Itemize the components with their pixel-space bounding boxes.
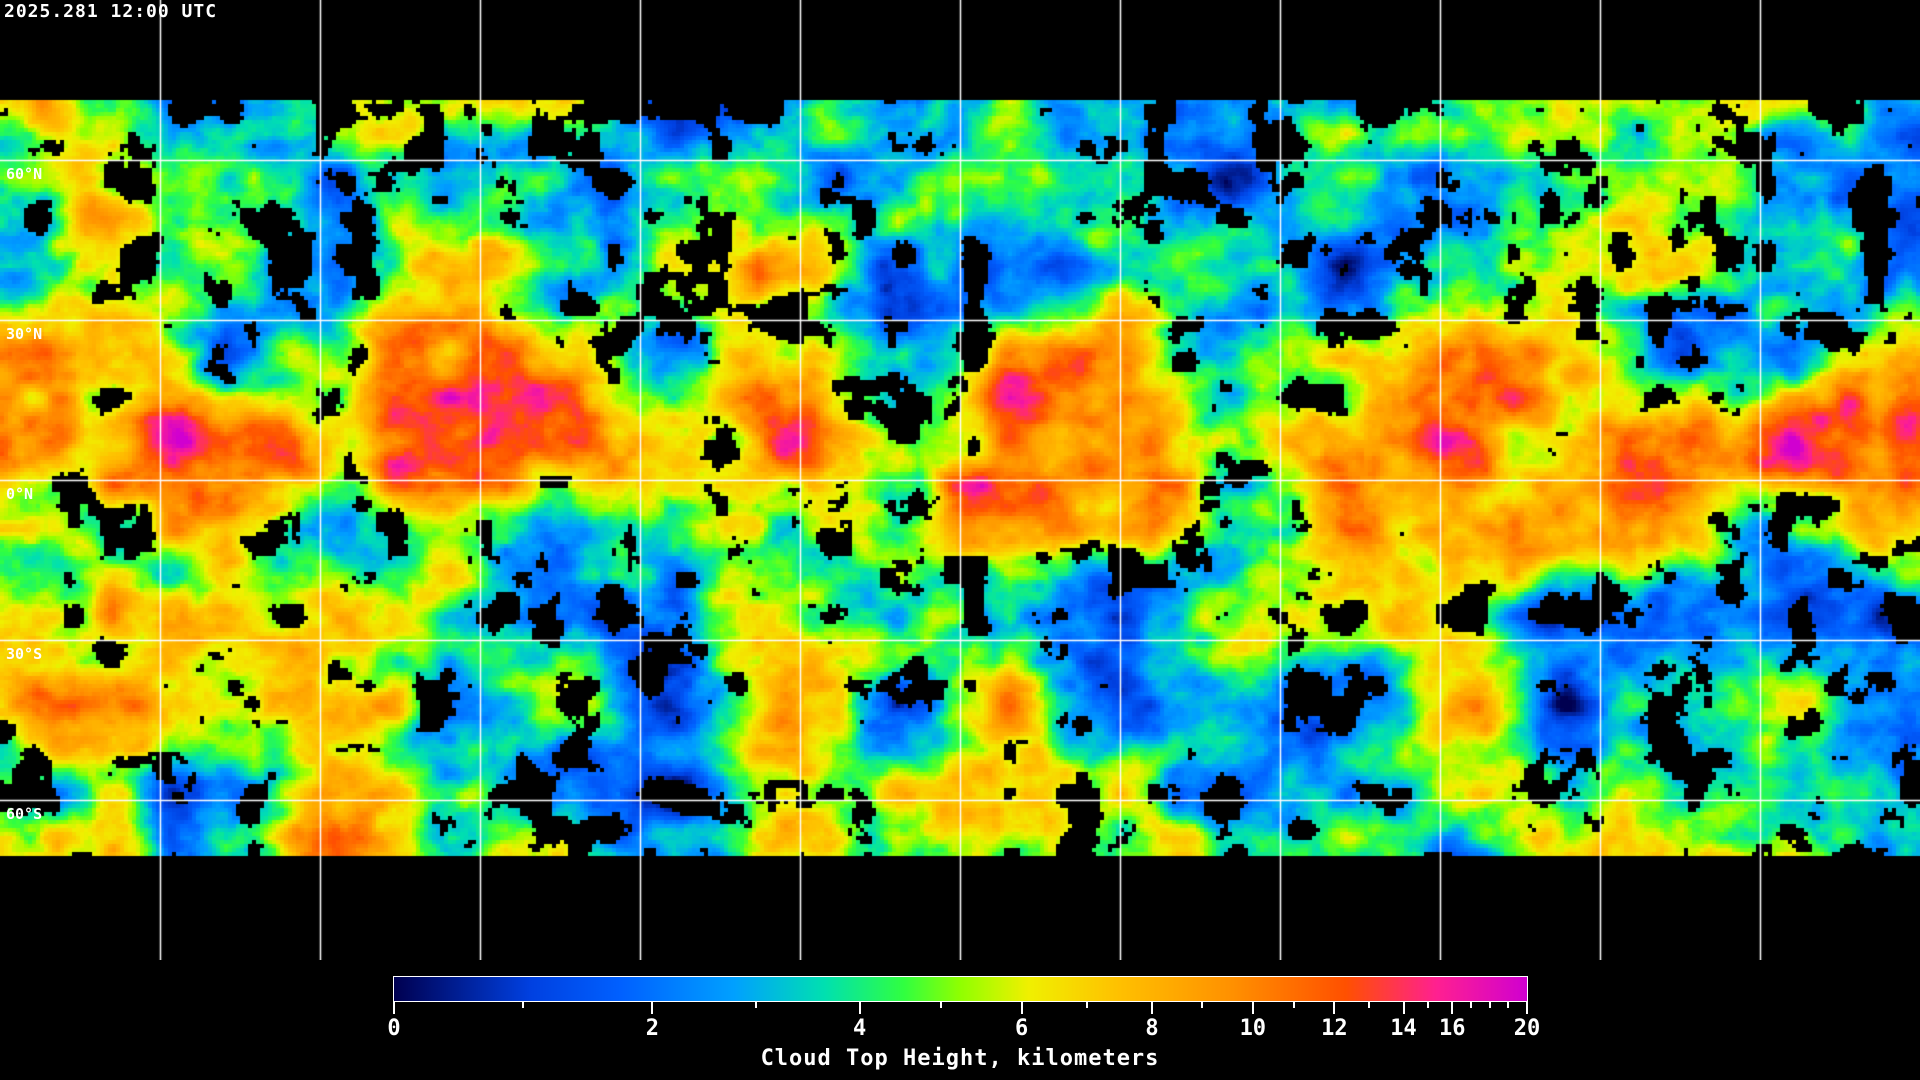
timestamp: 2025.281 12:00 UTC: [4, 1, 218, 22]
colorbar-ticks: 0 2 4 6 8 10 12 14 16 20: [387, 1002, 1540, 1062]
colorbar-tick-label: 8: [1145, 1016, 1159, 1041]
colorbar-minor-tick: [1367, 1002, 1370, 1008]
lat-label-equator: 0°N: [6, 485, 34, 503]
colorbar: [393, 976, 1528, 1002]
colorbar-major-tick: [1150, 1002, 1153, 1014]
colorbar-minor-tick: [939, 1002, 942, 1008]
colorbar-tick-label: 12: [1321, 1016, 1348, 1041]
colorbar-tick-label: 14: [1390, 1016, 1417, 1041]
colorbar-minor-tick: [754, 1002, 757, 1008]
lat-label-30s: 30°S: [6, 645, 43, 663]
colorbar-major-tick: [651, 1002, 654, 1014]
colorbar-major-tick: [858, 1002, 861, 1014]
colorbar-tick-label: 0: [387, 1016, 401, 1041]
colorbar-major-tick: [1402, 1002, 1405, 1014]
colorbar-major-tick: [1251, 1002, 1254, 1014]
colorbar-major-tick: [1333, 1002, 1336, 1014]
colorbar-major-tick: [1451, 1002, 1454, 1014]
colorbar-tick-label: 6: [1015, 1016, 1029, 1041]
colorbar-minor-tick: [1292, 1002, 1295, 1008]
lat-label-60s: 60°S: [6, 805, 43, 823]
lat-label-30n: 30°N: [6, 325, 43, 343]
colorbar-tick-label: 16: [1438, 1016, 1466, 1041]
colorbar-minor-tick: [1201, 1002, 1204, 1008]
colorbar-title: Cloud Top Height, kilometers: [760, 1046, 1160, 1071]
colorbar-minor-tick: [1507, 1002, 1510, 1008]
colorbar-tick-label: 20: [1513, 1016, 1541, 1041]
colorbar-minor-tick: [1469, 1002, 1472, 1008]
colorbar-minor-tick: [1085, 1002, 1088, 1008]
lat-label-60n: 60°N: [6, 165, 43, 183]
colorbar-tick-label: 10: [1239, 1016, 1267, 1041]
colorbar-major-tick: [1020, 1002, 1023, 1014]
colorbar-minor-tick: [1426, 1002, 1429, 1008]
colorbar-major-tick: [1526, 1002, 1528, 1014]
cloud-top-height-map: [0, 0, 1920, 960]
colorbar-minor-tick: [522, 1002, 525, 1008]
colorbar-tick-label: 4: [853, 1016, 867, 1041]
colorbar-minor-tick: [1488, 1002, 1491, 1008]
colorbar-major-tick: [393, 1002, 395, 1014]
colorbar-tick-label: 2: [645, 1016, 659, 1041]
